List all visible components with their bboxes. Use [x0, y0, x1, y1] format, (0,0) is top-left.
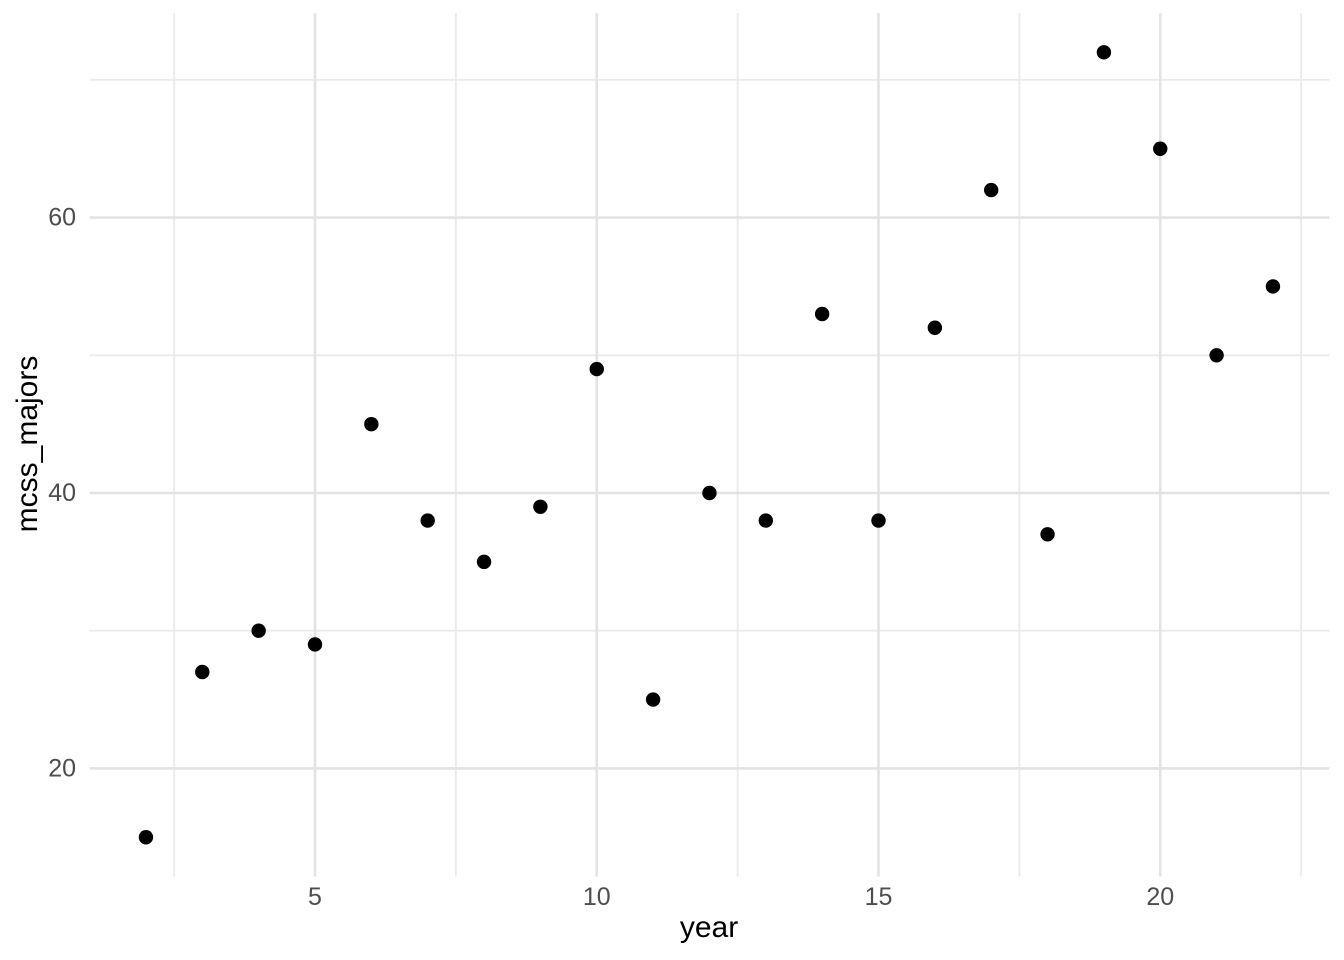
x-tick-label: 5 — [308, 883, 322, 911]
scatter-point — [533, 499, 548, 514]
scatter-point — [645, 692, 661, 707]
scatter-point — [307, 637, 323, 652]
scatter-point — [871, 513, 886, 528]
scatter-point — [702, 485, 717, 501]
y-tick-label: 40 — [48, 479, 76, 507]
scatter-point — [1265, 279, 1281, 294]
scatter-point — [364, 416, 379, 432]
y-tick-label: 20 — [48, 754, 76, 782]
x-tick-label: 20 — [1146, 883, 1174, 911]
scatter-point — [589, 361, 604, 377]
scatter-point — [814, 306, 830, 322]
x-tick-label: 10 — [583, 883, 611, 911]
scatter-point — [758, 513, 773, 528]
scatter-point — [1209, 348, 1224, 363]
scatter-point — [984, 182, 999, 198]
y-tick-label: 60 — [48, 204, 76, 232]
y-axis-title: mcss_majors — [11, 355, 44, 533]
scatter-point — [251, 623, 266, 638]
scatter-point — [927, 320, 943, 335]
scatter-point — [1096, 45, 1112, 60]
scatter-point — [476, 554, 492, 570]
scatter-point — [1040, 527, 1055, 542]
scatter-point — [138, 830, 154, 845]
scatter-point — [195, 664, 210, 680]
x-tick-label: 15 — [865, 883, 893, 911]
scatter-point — [1153, 141, 1168, 156]
x-axis-title: year — [679, 911, 739, 944]
scatter-point — [420, 513, 435, 528]
